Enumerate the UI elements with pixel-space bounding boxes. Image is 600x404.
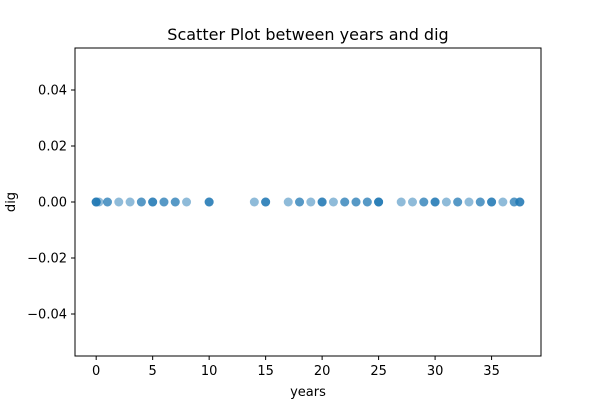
points-layer: [91, 197, 525, 207]
scatter-point-44: [396, 197, 406, 207]
scatter-point-10: [136, 197, 146, 207]
y-tick-label: −0.04: [27, 308, 67, 323]
scatter-point-37: [351, 197, 361, 207]
x-tick-label: 0: [92, 364, 100, 379]
scatter-point-25: [261, 197, 271, 207]
y-axis-ticks: −0.04 −0.02 0.00 0.02 0.04: [27, 84, 75, 323]
scatter-point-53: [453, 197, 463, 207]
scatter-point-18: [182, 197, 192, 207]
x-tick-label: 15: [257, 364, 274, 379]
scatter-point-43: [374, 197, 384, 207]
scatter-point-17: [170, 197, 180, 207]
scatter-point-45: [408, 197, 417, 207]
scatter-point-35: [340, 197, 350, 207]
scatter-point-15: [159, 197, 169, 207]
x-tick-label: 35: [483, 364, 500, 379]
scatter-point-33: [328, 197, 338, 207]
scatter-point-60: [498, 197, 508, 207]
scatter-point-7: [114, 197, 124, 207]
scatter-point-8: [125, 197, 135, 207]
scatter-point-22: [249, 197, 259, 207]
x-tick-label: 5: [149, 364, 157, 379]
scatter-point-28: [295, 197, 305, 207]
scatter-point-21: [204, 197, 214, 207]
x-tick-label: 10: [201, 364, 218, 379]
scatter-point-59: [487, 197, 497, 207]
scatter-point-32: [317, 197, 327, 207]
scatter-point-13: [148, 197, 158, 207]
plot-frame: [74, 47, 542, 357]
x-tick-label: 20: [314, 364, 331, 379]
scatter-point-26: [283, 197, 293, 207]
scatter-point-6: [102, 197, 112, 207]
chart-title: Scatter Plot between years and dig: [167, 25, 448, 44]
y-tick-label: 0.02: [38, 140, 67, 155]
y-axis-label: dig: [4, 192, 19, 212]
scatter-point-54: [464, 197, 474, 207]
y-tick-label: −0.02: [27, 252, 67, 267]
scatter-point-47: [419, 197, 429, 207]
scatter-point-51: [441, 197, 451, 207]
scatter-point-56: [475, 197, 485, 207]
x-axis-label: years: [290, 385, 326, 400]
scatter-point-39: [362, 197, 372, 207]
x-tick-label: 30: [427, 364, 444, 379]
scatter-point-4: [94, 197, 104, 207]
scatter-point-50: [430, 197, 440, 207]
scatter-point-65: [515, 197, 525, 207]
y-tick-label: 0.04: [38, 84, 67, 99]
y-tick-label: 0.00: [38, 196, 67, 211]
scatter-point-29: [306, 197, 316, 207]
x-axis-ticks: 0 5 10 15 20 25 30 35: [92, 356, 500, 379]
x-tick-label: 25: [370, 364, 387, 379]
